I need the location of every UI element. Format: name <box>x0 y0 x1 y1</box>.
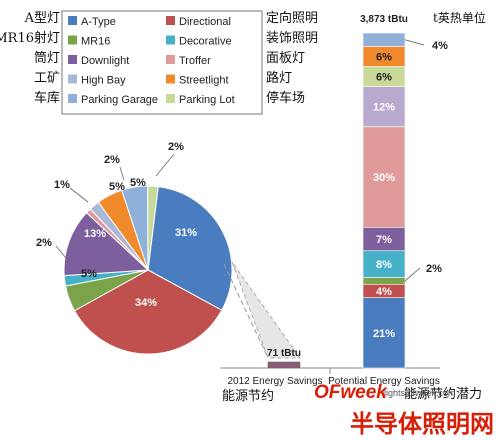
pie-label-troffer: 1% <box>54 179 70 191</box>
legend-label-downlight: Downlight <box>81 55 129 67</box>
bar-segment-mr16 <box>362 277 406 285</box>
pie-leader-parking-lot <box>155 153 175 177</box>
pie-label-parking-lot: 2% <box>168 141 184 153</box>
legend-label-mr16: MR16 <box>81 36 110 48</box>
watermark-logo: OFweek <box>314 382 388 403</box>
bar-2012-energy-savings <box>267 361 301 369</box>
legend-label-troffer: Troffer <box>179 55 211 67</box>
bar-total-potential: 3,873 tBtu <box>360 14 408 25</box>
pie-slice-a-type <box>147 186 233 311</box>
pie-label-downlight: 13% <box>84 228 106 240</box>
pie-label-high-bay: 2% <box>104 154 120 166</box>
bar-label-mr16: 2% <box>426 263 442 275</box>
pie-label-mr16: 5% <box>81 268 97 280</box>
legend-swatch-parking-lot <box>166 94 175 103</box>
legend-swatch-decorative <box>166 35 175 45</box>
legend-swatch-directional <box>166 16 175 25</box>
bar-segment-high-bay <box>362 86 406 128</box>
legend-cn-left-0: A型灯 <box>24 11 60 26</box>
watermark-logo-sub: lights.ofweek.com <box>384 388 456 398</box>
legend-swatch-downlight <box>68 55 77 64</box>
legend-label-parking-lot: Parking Lot <box>179 94 235 106</box>
legend-cn-right-0: 定向照明 <box>266 10 318 26</box>
bar-label-parking-lot: 6% <box>376 72 392 84</box>
pie-label-directional: 34% <box>135 297 157 309</box>
watermark-site-cn: 半导体照明网 <box>350 410 494 438</box>
pie-label-a-type: 31% <box>175 227 197 239</box>
x-tick-label-2012: 2012 Energy Savings <box>227 376 322 387</box>
bar-segment-parking-garage <box>362 32 406 47</box>
pie-slice-parking-lot <box>147 185 159 271</box>
legend-label-decorative: Decorative <box>179 36 232 48</box>
legend-cn-left-2: 筒灯 <box>34 50 60 66</box>
legend-cn-left-1: MR16射灯 <box>0 30 60 46</box>
zoom-wedge <box>231 261 301 359</box>
legend-swatch-streetlight <box>166 74 175 84</box>
legend-cn-left-4: 车库 <box>34 90 60 106</box>
legend-swatch-parking-garage <box>68 94 77 103</box>
pie-leader-high-bay <box>119 166 125 181</box>
pie-label-decorative: 2% <box>36 237 52 249</box>
bar-segment-troffer <box>362 126 406 228</box>
bar-label-directional: 4% <box>376 286 392 298</box>
bar-label-decorative: 8% <box>376 259 392 271</box>
legend-cn-right-3: 路灯 <box>266 70 292 86</box>
pie-label-parking-garage: 5% <box>130 177 146 189</box>
bar-label-a-type: 21% <box>373 328 395 340</box>
legend-cn-right-4: 停车场 <box>266 90 305 106</box>
legend-cn-right-2: 面板灯 <box>266 51 305 66</box>
legend-swatch-troffer <box>166 55 175 64</box>
legend-label-parking-garage: Parking Garage <box>81 94 158 106</box>
stacked-bar-chart: 71 tBtu 21% 4% 2% 8% 7% 30% 12% 6% 6% 4% 3,873 tBtu… <box>220 14 448 387</box>
legend-label-streetlight: Streetlight <box>179 75 229 87</box>
zoom-line-left <box>223 263 269 359</box>
legend-swatch-a-type <box>68 16 77 25</box>
zoom-connector <box>223 261 301 359</box>
bar-label-downlight: 7% <box>376 234 392 246</box>
pie-label-streetlight: 5% <box>109 181 125 193</box>
pie-chart: 31% 34% 5% 2% 13% 1% 2% 5% 5% 2% <box>36 141 233 355</box>
pie-slice-downlight <box>63 212 150 277</box>
bar-label-high-bay: 12% <box>373 102 395 114</box>
legend-label-a-type: A-Type <box>81 16 116 28</box>
legend-label-directional: Directional <box>179 16 231 28</box>
axis-label-cn: 能源节约 <box>222 389 274 404</box>
bar-label-streetlight: 6% <box>376 51 392 63</box>
unit-label-cn: t英热单位 <box>433 10 486 25</box>
legend-cn-left-3: 工矿 <box>34 71 60 86</box>
bar-leader-parking-garage <box>404 39 425 46</box>
legend-box <box>61 10 263 115</box>
legend-swatch-mr16 <box>68 35 77 45</box>
bar-total-2012: 71 tBtu <box>267 348 301 359</box>
x-tick-label-potential: Potential Energy Savings <box>328 376 440 387</box>
bar-segment-a-type <box>362 297 406 369</box>
bar-label-troffer: 30% <box>373 172 395 184</box>
pie-slice-directional <box>73 269 223 355</box>
pie-leader-decorative <box>55 245 67 259</box>
bar-leader-mr16 <box>404 267 421 282</box>
legend: A-Type Directional MR16 Decorative Downlight… <box>61 10 263 115</box>
pie-leader-troffer <box>69 187 89 203</box>
legend-label-high-bay: High Bay <box>81 75 126 87</box>
legend-cn-right-1: 装饰照明 <box>266 31 318 46</box>
bar-label-parking-garage: 4% <box>432 40 448 52</box>
legend-swatch-high-bay <box>68 74 77 84</box>
potential-label-cn: 能源节约潜力 <box>404 387 482 402</box>
